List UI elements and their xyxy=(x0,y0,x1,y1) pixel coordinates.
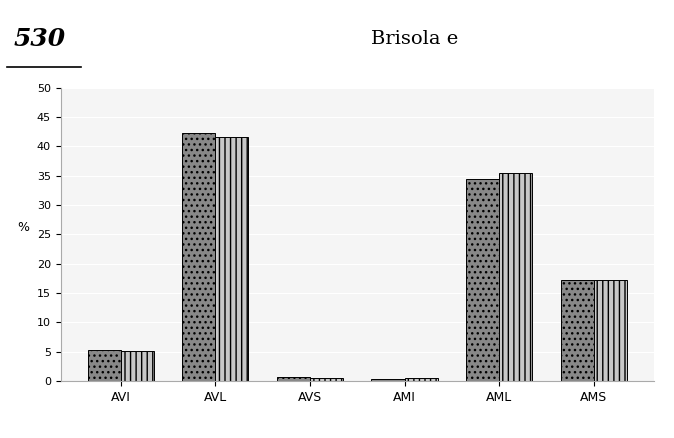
Bar xyxy=(88,350,121,381)
Bar xyxy=(277,377,310,381)
Text: 530: 530 xyxy=(13,28,65,51)
Bar xyxy=(466,179,499,381)
Y-axis label: %: % xyxy=(17,221,29,234)
Bar xyxy=(404,378,437,381)
Bar xyxy=(594,280,627,381)
Bar xyxy=(561,280,594,381)
Bar xyxy=(499,173,532,381)
Bar xyxy=(215,138,249,381)
Bar xyxy=(182,134,215,381)
Bar xyxy=(310,378,343,381)
Text: Brisola e: Brisola e xyxy=(371,30,458,49)
Bar xyxy=(121,350,154,381)
Bar xyxy=(371,379,404,381)
